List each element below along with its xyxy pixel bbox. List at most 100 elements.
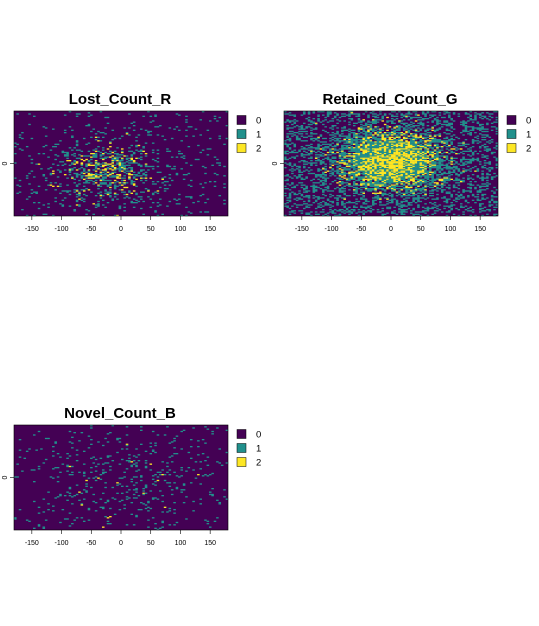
heatmap-cell [445,137,449,140]
heatmap-cell [376,150,380,152]
heatmap-cell [448,184,451,186]
heatmap-cell [360,156,363,158]
heatmap-cell [478,199,482,201]
heatmap-cell [326,212,330,214]
heatmap-cell [300,114,304,116]
heatmap-cell [407,189,411,191]
heatmap-cell [37,430,41,433]
heatmap-cell [312,190,316,192]
heatmap-cell [343,175,346,177]
heatmap-cell [106,163,110,165]
heatmap-cell [391,160,394,162]
heatmap-cell [343,154,346,156]
heatmap-cell [350,162,354,164]
heatmap-cell [113,153,117,155]
heatmap-cell [303,113,306,115]
heatmap-cell [486,176,489,178]
heatmap-cell [317,111,320,113]
heatmap-cell [421,122,425,124]
heatmap-cell [121,182,124,184]
heatmap-cell [336,140,339,142]
heatmap-cell [213,181,217,183]
heatmap-cell [443,123,446,126]
heatmap-cell [412,140,415,142]
heatmap-cell [305,188,308,190]
heatmap-cell [149,206,153,208]
heatmap-cell [424,186,427,189]
heatmap-cell [431,177,434,179]
heatmap-cell [101,147,105,149]
heatmap-cell [341,203,344,205]
heatmap-cell [419,144,423,147]
heatmap-cell [381,133,385,135]
heatmap-cell [464,143,468,145]
heatmap-cell [379,211,382,213]
heatmap-cell [128,147,131,149]
heatmap-cell [291,120,294,122]
heatmap-cell [433,206,437,208]
heatmap-cell [445,179,449,182]
heatmap-cell [424,155,427,157]
heatmap-cell [391,174,394,176]
heatmap-cell [414,111,418,113]
heatmap-cell [288,195,292,197]
heatmap-cell [376,170,380,172]
heatmap-cell [395,200,399,203]
heatmap-cell [407,174,411,176]
heatmap-cell [407,202,411,204]
heatmap-cell [307,195,311,197]
heatmap-cell [405,209,408,211]
heatmap-cell [395,136,399,138]
heatmap-cell [362,167,365,169]
heatmap-cell [438,120,442,122]
heatmap-cell [92,183,95,185]
heatmap-cell [464,121,468,123]
heatmap-cell [421,168,425,170]
heatmap-cell [367,200,370,203]
heatmap-cell [393,142,396,144]
heatmap-cell [345,140,349,142]
heatmap-cell [383,197,387,199]
heatmap-cell [486,157,489,159]
heatmap-cell [371,176,375,178]
heatmap-cell [440,168,444,170]
heatmap-cell [395,179,399,182]
heatmap-cell [388,139,392,141]
heatmap-cell [161,469,164,471]
heatmap-cell [388,137,392,140]
heatmap-cell [374,178,377,180]
heatmap-cell [419,179,423,182]
heatmap-cell [402,157,406,159]
heatmap-cell [405,195,408,197]
heatmap-cell [371,111,375,113]
heatmap-cell [149,463,153,465]
heatmap-cell [97,188,100,190]
heatmap-cell [490,176,494,178]
heatmap-cell [395,134,399,136]
heatmap-cell [429,190,432,192]
heatmap-cell [419,134,423,136]
heatmap-cell [495,130,499,133]
heatmap-cell [66,470,69,472]
heatmap-cell [348,115,351,117]
heatmap-cell [391,156,394,158]
heatmap-cell [459,181,463,183]
heatmap-cell [395,153,399,155]
heatmap-cell [391,196,394,198]
heatmap-cell [33,176,36,178]
heatmap-cell [128,178,131,180]
heatmap-cell [135,192,138,194]
heatmap-cell [305,130,308,133]
heatmap-cell [421,170,425,172]
heatmap-cell [431,192,434,194]
heatmap-cell [90,176,93,178]
heatmap-cell [374,147,377,149]
heatmap-cell [431,176,434,178]
heatmap-cell [170,168,174,170]
heatmap-cell [369,149,373,151]
heatmap-cell [350,170,354,172]
heatmap-cell [490,141,494,143]
heatmap-cell [412,198,415,200]
heatmap-cell [462,130,465,133]
heatmap-cell [412,136,415,138]
